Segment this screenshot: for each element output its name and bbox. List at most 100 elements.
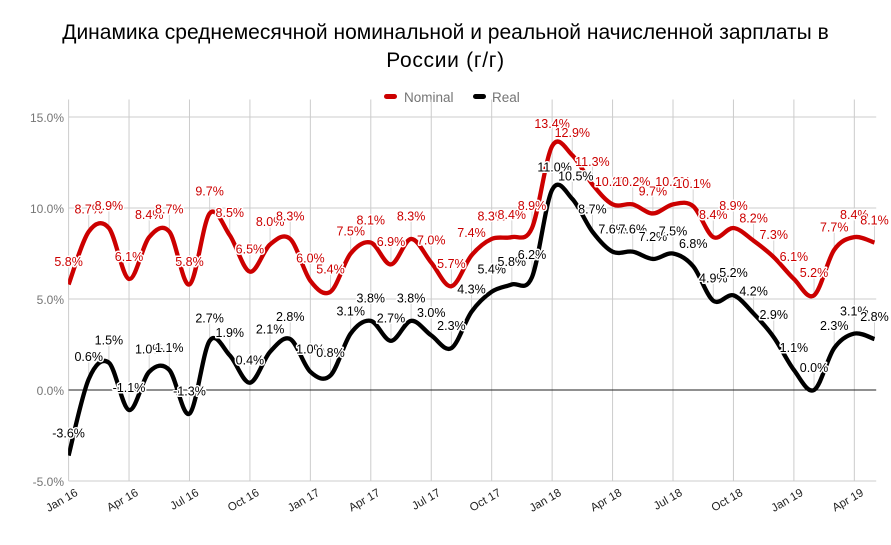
svg-text:5.4%: 5.4% [316,263,345,277]
svg-text:0.8%: 0.8% [316,346,345,360]
svg-text:5.2%: 5.2% [800,266,829,280]
svg-text:8.7%: 8.7% [155,203,184,217]
svg-text:3.1%: 3.1% [336,304,365,318]
svg-text:8.9%: 8.9% [719,199,748,213]
svg-text:-1.3%: -1.3% [173,385,206,399]
svg-text:10.2%: 10.2% [615,175,650,189]
svg-text:4.9%: 4.9% [699,272,728,286]
svg-text:1.1%: 1.1% [780,341,809,355]
svg-text:8.2%: 8.2% [739,212,768,226]
svg-text:3.1%: 3.1% [840,304,869,318]
svg-text:7.0%: 7.0% [417,233,446,247]
svg-text:Jul 18: Jul 18 [652,487,685,513]
svg-text:13.4%: 13.4% [534,117,569,131]
svg-text:-3.6%: -3.6% [52,426,85,440]
svg-text:8.5%: 8.5% [216,206,245,220]
svg-text:1.9%: 1.9% [216,326,245,340]
svg-text:-1.1%: -1.1% [113,381,146,395]
svg-text:8.3%: 8.3% [276,210,305,224]
svg-text:Apr 18: Apr 18 [589,487,624,514]
svg-text:5.8%: 5.8% [54,255,83,269]
svg-text:Oct 16: Oct 16 [226,487,261,514]
svg-text:10.0%: 10.0% [30,202,64,216]
svg-text:6.5%: 6.5% [236,243,265,257]
svg-text:7.6%: 7.6% [618,223,647,237]
svg-text:11.3%: 11.3% [575,155,610,169]
svg-text:6.8%: 6.8% [679,237,708,251]
svg-text:5.7%: 5.7% [437,257,466,271]
svg-text:10.2%: 10.2% [595,175,630,189]
svg-text:5.4%: 5.4% [477,263,506,277]
svg-text:2.3%: 2.3% [820,319,849,333]
svg-text:10.1%: 10.1% [675,177,710,191]
svg-text:8.4%: 8.4% [699,208,728,222]
svg-text:6.9%: 6.9% [377,235,406,249]
svg-text:9.7%: 9.7% [195,184,224,198]
svg-text:10.2%: 10.2% [655,175,690,189]
svg-text:3.0%: 3.0% [417,306,446,320]
svg-text:8.3%: 8.3% [477,210,506,224]
svg-text:6.0%: 6.0% [296,252,325,266]
svg-text:2.9%: 2.9% [759,308,788,322]
svg-text:Oct 18: Oct 18 [710,487,745,514]
svg-text:11.0%: 11.0% [537,161,572,175]
svg-text:7.6%: 7.6% [598,223,627,237]
svg-text:0.6%: 0.6% [74,350,103,364]
svg-text:7.5%: 7.5% [336,224,365,238]
svg-text:Jan 17: Jan 17 [286,487,322,515]
svg-text:10.5%: 10.5% [558,170,593,184]
svg-text:Jan 18: Jan 18 [528,487,564,515]
svg-text:0.0%: 0.0% [800,361,829,375]
svg-text:-5.0%: -5.0% [33,475,65,489]
svg-text:5.2%: 5.2% [719,266,748,280]
svg-text:2.8%: 2.8% [860,310,889,324]
svg-text:Apr 16: Apr 16 [105,487,140,514]
svg-text:6.1%: 6.1% [115,250,144,264]
svg-text:7.3%: 7.3% [759,228,788,242]
svg-text:8.7%: 8.7% [74,203,103,217]
svg-text:2.8%: 2.8% [276,310,305,324]
svg-text:8.0%: 8.0% [256,215,285,229]
svg-text:5.8%: 5.8% [175,255,204,269]
svg-text:Jul 16: Jul 16 [168,487,201,513]
svg-text:4.2%: 4.2% [739,284,768,298]
svg-text:Jan 19: Jan 19 [769,487,805,515]
svg-text:8.1%: 8.1% [357,213,386,227]
svg-text:8.4%: 8.4% [840,208,869,222]
svg-text:8.3%: 8.3% [397,210,426,224]
svg-text:0.4%: 0.4% [236,354,265,368]
svg-text:2.7%: 2.7% [195,312,224,326]
svg-text:12.9%: 12.9% [555,126,590,140]
svg-text:8.9%: 8.9% [95,199,124,213]
svg-text:1.0%: 1.0% [135,343,164,357]
svg-text:2.3%: 2.3% [437,319,466,333]
svg-text:7.2%: 7.2% [639,230,668,244]
svg-text:5.0%: 5.0% [37,293,65,307]
svg-text:8.4%: 8.4% [135,208,164,222]
svg-text:6.2%: 6.2% [518,248,547,262]
svg-text:2.7%: 2.7% [377,312,406,326]
svg-text:7.5%: 7.5% [659,224,688,238]
svg-text:3.8%: 3.8% [397,292,426,306]
svg-text:8.7%: 8.7% [578,203,607,217]
svg-text:7.7%: 7.7% [820,221,849,235]
svg-text:4.3%: 4.3% [457,283,486,297]
svg-text:Apr 19: Apr 19 [830,487,865,514]
svg-text:Oct 17: Oct 17 [468,487,503,514]
svg-text:Jul 17: Jul 17 [410,487,443,513]
svg-text:0.0%: 0.0% [37,384,65,398]
svg-text:8.1%: 8.1% [860,213,889,227]
svg-text:5.8%: 5.8% [498,255,527,269]
svg-text:1.1%: 1.1% [155,341,184,355]
svg-text:8.4%: 8.4% [498,208,527,222]
svg-text:8.9%: 8.9% [518,199,547,213]
svg-text:3.8%: 3.8% [357,292,386,306]
svg-text:9.7%: 9.7% [639,184,668,198]
svg-text:2.1%: 2.1% [256,323,285,337]
svg-text:1.5%: 1.5% [95,334,124,348]
svg-text:1.0%: 1.0% [296,343,325,357]
svg-text:Jan 16: Jan 16 [44,487,80,515]
svg-text:7.4%: 7.4% [457,226,486,240]
svg-text:Apr 17: Apr 17 [347,487,382,514]
svg-text:15.0%: 15.0% [30,111,64,125]
